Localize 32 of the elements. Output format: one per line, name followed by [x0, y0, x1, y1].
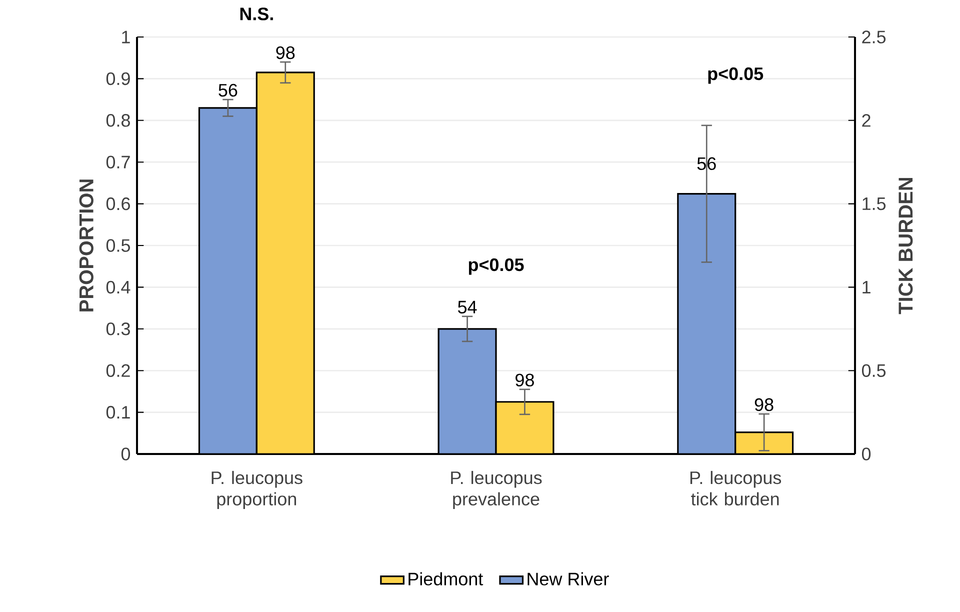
y-tick-label: 0: [121, 448, 130, 460]
y-axis-title: PROPORTION: [79, 180, 94, 312]
annotation: 56: [218, 84, 238, 97]
annotation: 98: [276, 46, 295, 60]
y-tick-label: 0.6: [106, 197, 130, 210]
y2-tick-label: 1.5: [862, 198, 886, 210]
annotation: p<0.05: [468, 258, 524, 275]
legend-label: Piedmont: [408, 572, 484, 586]
y-tick-label: 1: [122, 30, 130, 44]
y-tick-label: 0.7: [106, 156, 130, 168]
y-tick-label: 0.4: [106, 280, 130, 294]
x-tick-label: P. leucopus tick burden: [690, 470, 782, 506]
y2-tick-label: 2: [862, 114, 870, 127]
y-tick-label: 0.8: [106, 114, 130, 127]
text: N.S.: [240, 8, 273, 20]
annotation: 98: [516, 374, 534, 386]
y2-tick-label: 2.5: [862, 30, 886, 44]
annotation: 98: [754, 398, 774, 412]
y-tick-label: 0.5: [106, 239, 130, 252]
annotation: 54: [458, 300, 477, 314]
legend-label: New River: [528, 572, 609, 586]
y-tick-label: 0.1: [106, 406, 130, 419]
annotation: p<0.05: [708, 67, 764, 84]
y-tick-label: 0.9: [106, 72, 130, 86]
y-tick-label: 0.3: [106, 322, 130, 336]
x-tick-label: P. leucopus proportion: [212, 470, 302, 510]
y2-tick-label: 1: [862, 281, 870, 294]
y-tick-label: 0.2: [106, 364, 130, 377]
y2-tick-label: 0: [862, 448, 871, 460]
y2-axis-title: TICK BURDEN: [898, 178, 913, 314]
y2-tick-label: 0.5: [862, 364, 886, 377]
x-tick-label: P. leucopus prevalence: [451, 470, 542, 510]
